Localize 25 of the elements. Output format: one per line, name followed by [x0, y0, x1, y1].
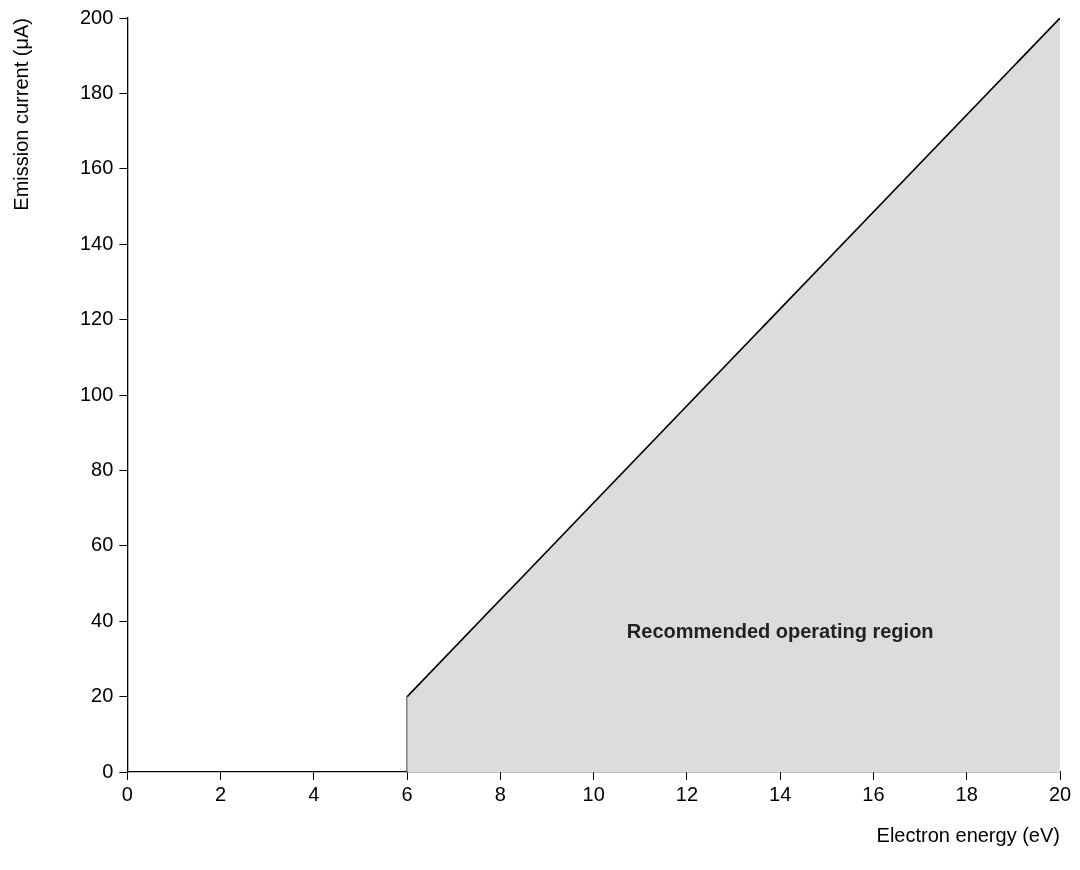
y-tick-label: 20	[91, 684, 114, 707]
y-tick-label: 180	[79, 80, 114, 103]
x-axis-title: Electron energy (eV)	[876, 823, 1060, 846]
x-tick-label: 6	[401, 782, 413, 805]
x-tick-label: 20	[1048, 782, 1072, 805]
y-tick-label: 80	[91, 457, 114, 480]
y-axis-title: Emission current (μA)	[9, 18, 32, 211]
x-tick-label: 10	[582, 782, 605, 805]
x-tick-label: 12	[675, 782, 699, 805]
x-tick-label: 4	[308, 782, 320, 805]
y-tick-label: 120	[79, 307, 114, 330]
y-tick-label: 160	[79, 156, 114, 179]
x-tick-label: 16	[862, 782, 885, 805]
y-tick-label: 100	[79, 382, 114, 405]
annotation: Recommended operating region	[626, 620, 934, 643]
x-tick-label: 8	[494, 782, 506, 805]
y-tick-label: 200	[79, 5, 114, 28]
x-tick-label: 14	[769, 782, 792, 805]
x-tick-label: 18	[955, 782, 978, 805]
y-tick-label: 40	[91, 608, 114, 631]
y-tick-label: 0	[102, 759, 114, 782]
x-tick-label: 2	[215, 782, 227, 805]
y-tick-label: 60	[91, 533, 114, 556]
y-tick-label: 140	[79, 231, 114, 254]
x-tick-label: 0	[121, 782, 133, 805]
